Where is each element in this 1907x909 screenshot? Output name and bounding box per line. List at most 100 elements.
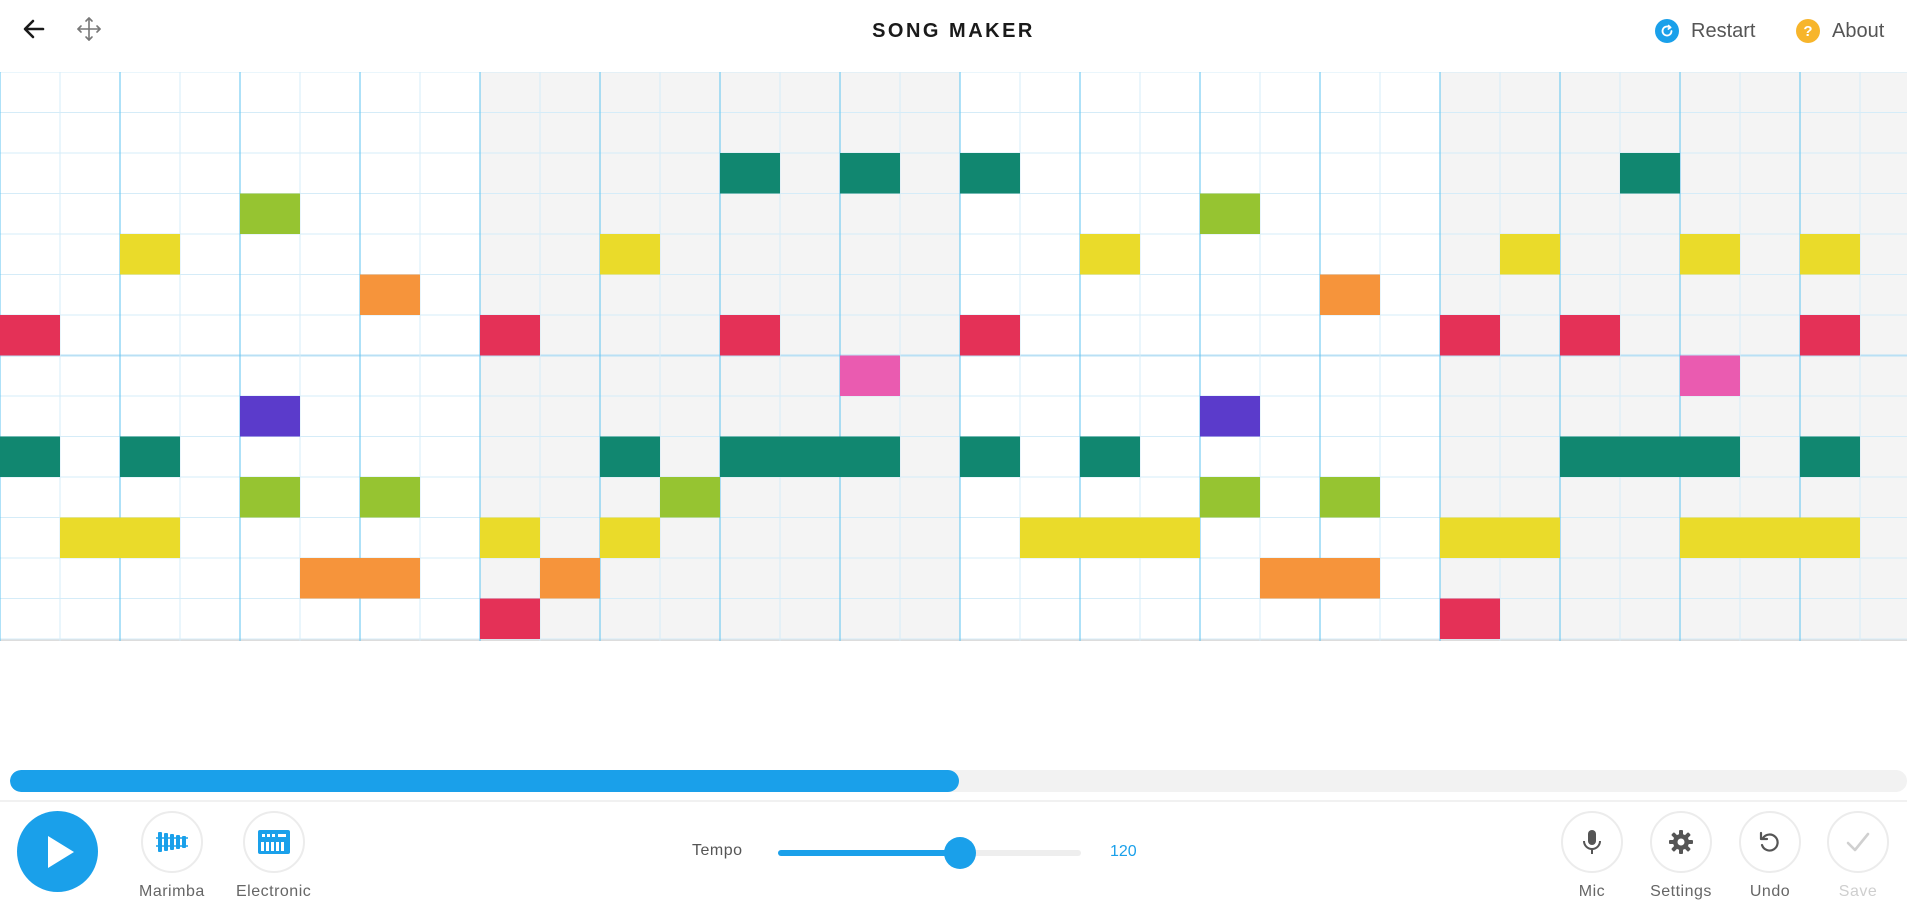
about-button[interactable]: ? About — [1796, 0, 1884, 62]
note-grid-canvas[interactable] — [0, 72, 1907, 641]
note-cell[interactable] — [1080, 436, 1140, 478]
note-cell[interactable] — [1260, 558, 1320, 599]
electronic-keyboard-icon — [242, 811, 305, 873]
note-cell[interactable] — [1620, 436, 1680, 478]
electronic-button[interactable]: Electronic — [236, 811, 311, 901]
gear-icon — [1650, 811, 1712, 873]
note-cell[interactable] — [720, 153, 780, 194]
note-cell[interactable] — [780, 436, 840, 478]
save-label: Save — [1838, 883, 1878, 900]
electronic-label: Electronic — [236, 883, 312, 900]
note-cell[interactable] — [840, 153, 900, 194]
note-cell[interactable] — [1680, 517, 1740, 559]
refresh-icon — [1655, 19, 1679, 43]
note-cell[interactable] — [360, 477, 420, 518]
note-cell[interactable] — [960, 153, 1020, 194]
note-cell[interactable] — [360, 558, 420, 599]
marimba-icon — [140, 811, 203, 873]
tempo-slider-thumb[interactable] — [943, 837, 976, 869]
note-cell[interactable] — [1320, 274, 1380, 316]
note-cell[interactable] — [1080, 517, 1140, 559]
note-cell[interactable] — [1200, 396, 1260, 437]
note-cell[interactable] — [1680, 234, 1740, 275]
note-cell[interactable] — [1200, 193, 1260, 235]
note-cell[interactable] — [240, 193, 300, 235]
back-button[interactable] — [22, 0, 46, 62]
note-cell[interactable] — [1080, 234, 1140, 275]
question-icon: ? — [1796, 19, 1820, 43]
settings-label: Settings — [1650, 883, 1712, 900]
move-button[interactable] — [75, 0, 103, 62]
note-cell[interactable] — [480, 315, 540, 356]
note-cell[interactable] — [240, 477, 300, 518]
note-cell[interactable] — [1800, 315, 1860, 356]
tempo-slider-fill — [778, 850, 960, 856]
arrow-left-icon — [22, 17, 46, 46]
note-cell[interactable] — [720, 436, 780, 478]
note-cell[interactable] — [0, 436, 60, 478]
play-icon — [47, 835, 74, 868]
note-cell[interactable] — [840, 436, 900, 478]
tempo-value: 120 — [1110, 843, 1137, 860]
divider — [0, 800, 1907, 802]
note-cell[interactable] — [480, 598, 540, 640]
note-cell[interactable] — [720, 315, 780, 356]
note-cell[interactable] — [1200, 477, 1260, 518]
note-cell[interactable] — [0, 315, 60, 356]
note-cell[interactable] — [660, 477, 720, 518]
playback-progress-fill — [10, 770, 959, 792]
note-cell[interactable] — [120, 436, 180, 478]
note-cell[interactable] — [1800, 436, 1860, 478]
restart-button[interactable]: Restart — [1655, 0, 1755, 62]
tempo-label: Tempo — [692, 842, 743, 859]
note-cell[interactable] — [1740, 517, 1800, 559]
note-cell[interactable] — [1620, 153, 1680, 194]
note-cell[interactable] — [960, 315, 1020, 356]
mic-button[interactable]: Mic — [1561, 811, 1623, 901]
note-cell[interactable] — [840, 355, 900, 397]
note-cell[interactable] — [540, 558, 600, 599]
note-cell[interactable] — [600, 517, 660, 559]
note-cell[interactable] — [1560, 436, 1620, 478]
note-cell[interactable] — [1680, 355, 1740, 397]
note-cell[interactable] — [360, 274, 420, 316]
note-cell[interactable] — [1440, 598, 1500, 640]
save-button[interactable]: Save — [1827, 811, 1889, 901]
note-cell[interactable] — [1560, 315, 1620, 356]
playback-progress-bar[interactable] — [10, 770, 1907, 792]
note-cell[interactable] — [960, 436, 1020, 478]
note-cell[interactable] — [1680, 436, 1740, 478]
page-title: SONG MAKER — [872, 19, 1035, 42]
marimba-label: Marimba — [139, 883, 205, 900]
note-cell[interactable] — [1320, 477, 1380, 518]
note-cell[interactable] — [120, 517, 180, 559]
note-cell[interactable] — [300, 558, 360, 599]
note-cell[interactable] — [1140, 517, 1200, 559]
marimba-button[interactable]: Marimba — [139, 811, 205, 901]
note-cell[interactable] — [1020, 517, 1080, 559]
note-cell[interactable] — [1800, 517, 1860, 559]
note-cell[interactable] — [1800, 234, 1860, 275]
note-grid[interactable] — [0, 72, 1907, 641]
note-cell[interactable] — [480, 517, 540, 559]
move-arrows-icon — [75, 15, 103, 48]
note-cell[interactable] — [240, 396, 300, 437]
restart-label: Restart — [1691, 19, 1756, 42]
note-cell[interactable] — [1440, 517, 1500, 559]
undo-icon — [1739, 811, 1801, 873]
mic-label: Mic — [1578, 883, 1606, 900]
note-cell[interactable] — [1440, 315, 1500, 356]
top-bar: SONG MAKER Restart ? About — [0, 0, 1907, 62]
note-cell[interactable] — [120, 234, 180, 275]
note-cell[interactable] — [1500, 517, 1560, 559]
note-cell[interactable] — [1320, 558, 1380, 599]
note-cell[interactable] — [600, 436, 660, 478]
settings-button[interactable]: Settings — [1650, 811, 1712, 901]
undo-button[interactable]: Undo — [1739, 811, 1801, 901]
note-cell[interactable] — [1500, 234, 1560, 275]
tempo-slider[interactable] — [778, 837, 1081, 869]
note-cell[interactable] — [60, 517, 120, 559]
note-cell[interactable] — [600, 234, 660, 275]
about-label: About — [1832, 19, 1885, 42]
play-button[interactable] — [17, 811, 98, 892]
